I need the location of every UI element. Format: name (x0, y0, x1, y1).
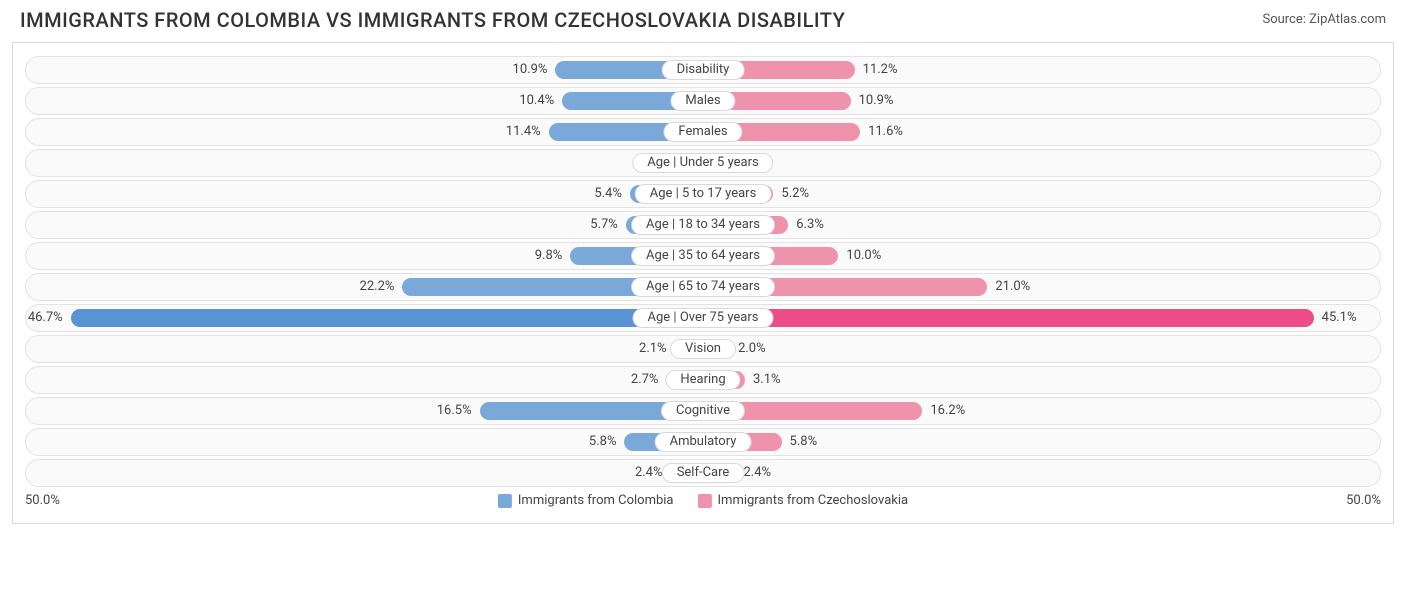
category-pill: Age | Under 5 years (632, 153, 773, 173)
table-row: 1.2%1.2%Age | Under 5 years (25, 149, 1381, 177)
legend-label-left: Immigrants from Colombia (518, 493, 674, 508)
value-left: 5.4% (594, 181, 622, 209)
value-right: 45.1% (1322, 305, 1357, 333)
rows-container: 10.9% 11.2% Disability 10.4% 10.9% Males 11.4%… (13, 56, 1393, 487)
table-row: 2.1% 2.0%Vision (25, 335, 1381, 363)
value-left: 10.9% (513, 57, 548, 85)
value-right: 2.0% (738, 336, 766, 364)
value-left: 16.5% (437, 398, 472, 426)
bar-right (703, 309, 1314, 327)
category-pill: Ambulatory (655, 432, 752, 452)
chart-footer: 50.0% Immigrants from Colombia Immigrant… (25, 491, 1381, 517)
value-right: 11.6% (868, 119, 903, 147)
value-right: 5.8% (790, 429, 818, 457)
chart-source: Source: ZipAtlas.com (1262, 8, 1386, 27)
category-pill: Age | 65 to 74 years (631, 277, 775, 297)
table-row: 22.2% 21.0% Age | 65 to 74 years (25, 273, 1381, 301)
table-row: 2.7% 3.1% Hearing (25, 366, 1381, 394)
legend-label-right: Immigrants from Czechoslovakia (718, 493, 909, 508)
value-right: 21.0% (995, 274, 1030, 302)
category-pill: Cognitive (661, 401, 745, 421)
value-left: 2.4% (635, 460, 663, 488)
value-left: 22.2% (360, 274, 395, 302)
chart-area: 10.9% 11.2% Disability 10.4% 10.9% Males 11.4%… (12, 42, 1394, 524)
table-row: 16.5% 16.2% Cognitive (25, 397, 1381, 425)
table-row: 2.4% 2.4%Self-Care (25, 459, 1381, 487)
category-pill: Males (670, 91, 735, 111)
axis-right-max: 50.0% (1346, 493, 1381, 508)
table-row: 10.9% 11.2% Disability (25, 56, 1381, 84)
table-row: 11.4% 11.6% Females (25, 118, 1381, 146)
chart-title: IMMIGRANTS FROM COLOMBIA VS IMMIGRANTS F… (20, 8, 845, 32)
table-row: 10.4% 10.9% Males (25, 87, 1381, 115)
value-left: 9.8% (535, 243, 563, 271)
chart-header: IMMIGRANTS FROM COLOMBIA VS IMMIGRANTS F… (0, 0, 1406, 36)
category-pill: Self-Care (662, 463, 745, 483)
value-left: 10.4% (519, 88, 554, 116)
legend-item-left: Immigrants from Colombia (498, 493, 674, 508)
table-row: 9.8% 10.0% Age | 35 to 64 years (25, 242, 1381, 270)
category-pill: Age | 35 to 64 years (631, 246, 775, 266)
value-left: 5.7% (590, 212, 618, 240)
value-right: 3.1% (753, 367, 781, 395)
value-right: 10.0% (846, 243, 881, 271)
category-pill: Vision (670, 339, 736, 359)
value-right: 5.2% (781, 181, 809, 209)
category-pill: Age | Over 75 years (633, 308, 774, 328)
table-row: 5.8% 5.8% Ambulatory (25, 428, 1381, 456)
legend-swatch-right (698, 494, 712, 508)
category-pill: Age | 18 to 34 years (631, 215, 775, 235)
value-left: 5.8% (589, 429, 617, 457)
value-left: 11.4% (506, 119, 541, 147)
axis-left-max: 50.0% (25, 493, 60, 508)
category-pill: Females (663, 122, 742, 142)
value-left: 2.1% (639, 336, 667, 364)
value-right: 10.9% (859, 88, 894, 116)
value-right: 11.2% (863, 57, 898, 85)
value-right: 6.3% (796, 212, 824, 240)
value-right: 2.4% (743, 460, 771, 488)
category-pill: Disability (662, 60, 745, 80)
table-row: 5.7% 6.3% Age | 18 to 34 years (25, 211, 1381, 239)
category-pill: Hearing (665, 370, 740, 390)
legend-item-right: Immigrants from Czechoslovakia (698, 493, 909, 508)
value-left: 46.7% (28, 305, 63, 333)
bar-left (71, 309, 703, 327)
table-row: 46.7% 45.1% Age | Over 75 years (25, 304, 1381, 332)
value-right: 16.2% (930, 398, 965, 426)
value-left: 2.7% (631, 367, 659, 395)
category-pill: Age | 5 to 17 years (635, 184, 772, 204)
legend: Immigrants from Colombia Immigrants from… (498, 493, 908, 508)
table-row: 5.4% 5.2% Age | 5 to 17 years (25, 180, 1381, 208)
legend-swatch-left (498, 494, 512, 508)
